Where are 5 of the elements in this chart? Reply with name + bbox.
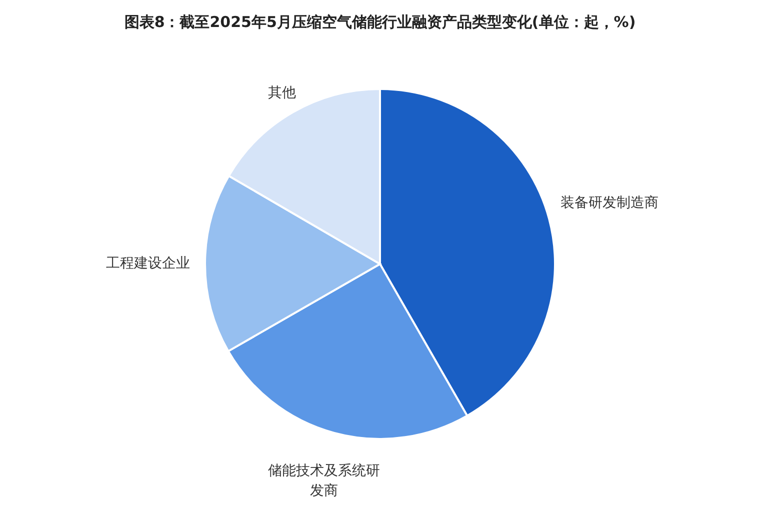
slice-label: 工程建设企业 bbox=[106, 255, 190, 272]
chart-title: 图表8：截至2025年5月压缩空气储能行业融资产品类型变化(单位：起，%) bbox=[124, 13, 636, 31]
slice-label: 装备研发制造商 bbox=[560, 194, 658, 211]
slice-label: 其他 bbox=[268, 85, 296, 102]
slice-label: 储能技术及系统研发商 bbox=[268, 462, 380, 499]
